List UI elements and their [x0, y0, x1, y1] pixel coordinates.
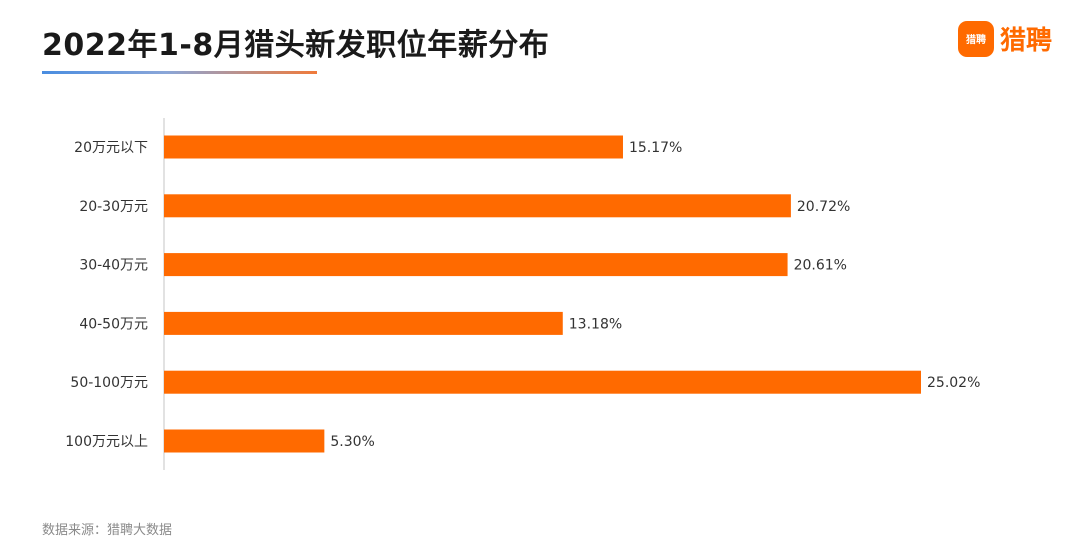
data-label: 5.30% [330, 434, 374, 450]
category-label: 50-100万元 [70, 375, 148, 391]
brand-logo-text: 猎聘 [966, 35, 986, 46]
category-label: 30-40万元 [79, 258, 148, 274]
bar [164, 135, 623, 159]
brand-name: 猎聘 [1000, 26, 1053, 56]
bar [164, 311, 563, 335]
category-label: 20-30万元 [79, 199, 148, 215]
data-label: 13.18% [569, 316, 622, 332]
data-label: 20.72% [797, 199, 850, 215]
category-label: 40-50万元 [79, 316, 148, 332]
data-label: 15.17% [629, 140, 682, 156]
bar [164, 253, 788, 277]
brand-logo-icon: 猎聘 [958, 20, 994, 57]
page-title: 2022年1-8月猎头新发职位年薪分布 [42, 28, 550, 63]
data-source: 数据来源：猎聘大数据 [42, 523, 173, 538]
data-label: 25.02% [927, 375, 980, 391]
bar [164, 429, 325, 453]
category-label: 20万元以下 [74, 140, 148, 156]
bar [164, 370, 921, 394]
category-label: 100万元以上 [65, 434, 148, 450]
title-underline [42, 71, 317, 74]
brand: 猎聘 猎聘 [958, 20, 1052, 57]
bar [164, 194, 791, 218]
data-label: 20.61% [794, 258, 847, 274]
